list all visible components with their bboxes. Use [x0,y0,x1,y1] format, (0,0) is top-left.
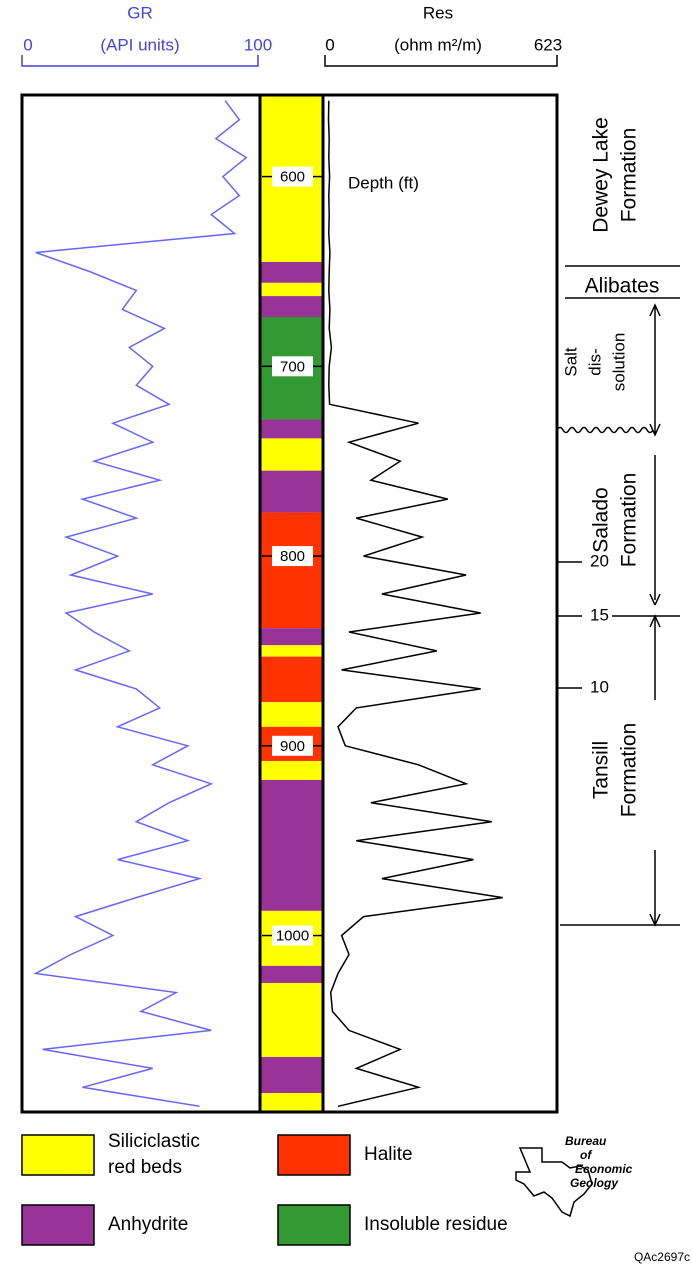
gr-max: 100 [244,35,272,54]
lithology-interval [260,1056,323,1094]
depth-tick-label: 600 [280,169,305,186]
lithology-interval [260,982,323,1057]
legend: Siliciclastic red beds Halite Anhydrite Inso… [21,1131,508,1246]
depth-scale: 600 700 800 900 1000 [262,166,323,946]
figure-id: QAc2697c [634,1250,690,1264]
legend-swatch [21,1134,95,1176]
depth-label: Depth (ft) [348,173,419,192]
res-max: 623 [534,35,562,54]
depth-label-box [272,925,313,946]
lithology-interval [260,438,323,471]
interval-arrow [649,303,661,437]
annotation: Salt [561,347,580,377]
marker-label: 10 [590,677,609,696]
res-curve [327,100,503,1108]
depth-tick-label: 1000 [276,928,309,945]
gr-title: GR [127,3,153,22]
lithology-interval [260,1093,323,1112]
formation-name: Formation [618,128,641,223]
legend-label: red beds [108,1157,182,1178]
depth-tick-label: 700 [280,358,305,375]
res-title: Res [423,3,453,22]
logo-text: Economic [575,1162,633,1176]
legend-swatch [277,1204,351,1246]
depth-label-box [272,166,313,187]
depth-tick-label: 800 [280,548,305,565]
logo-text: Bureau [565,1134,607,1148]
lithology-interval [260,282,323,297]
res-scale-bracket [324,55,558,67]
formation-name: Salado [590,487,613,552]
legend-label: Halite [364,1144,413,1165]
legend-label: Siliciclastic [108,1131,200,1152]
res-min: 0 [325,35,334,54]
logo-text: of [580,1148,592,1162]
legend-label: Anhydrite [108,1214,188,1235]
lithology-interval [260,702,323,727]
lithology-interval [260,656,323,703]
unconformity [556,426,654,434]
interval-arrow [649,593,661,927]
gr-curve [33,100,248,1108]
log-curves [33,100,503,1108]
formation-name: Dewey Lake [590,117,613,233]
lithology-interval [260,512,323,629]
depth-tick-label: 900 [280,738,305,755]
legend-swatch [21,1204,95,1246]
depth-label-box [272,546,313,567]
formation-name: Alibates [585,275,660,298]
lithology-interval [260,296,323,317]
lithology-interval [260,965,323,983]
lithology-interval [260,470,323,513]
gr-min: 0 [23,35,32,54]
lithology-interval [260,628,323,646]
annotation: solution [609,333,628,392]
lithology-interval [260,779,323,911]
marker-label: 20 [590,551,609,570]
marker-label: 15 [590,605,609,624]
formation-name: Formation [618,723,641,818]
lithology-column [260,95,323,1112]
gr-scale-bracket [21,55,259,67]
lithology-interval [260,645,323,657]
res-unit: (ohm m²/m) [394,35,482,54]
depth-label-box [272,356,313,377]
annotation: dis- [585,348,604,375]
formation-name: Formation [618,473,641,568]
legend-swatch [277,1134,351,1176]
lithology-interval [260,419,323,439]
texas-logo [515,1147,593,1218]
logo-text: Geology [570,1176,619,1190]
depth-label-box [272,735,313,756]
gr-unit: (API units) [100,35,179,54]
log-frame [20,93,559,1114]
lithology-interval [260,760,323,780]
formation-name: Tansill [590,741,613,799]
lithology-interval [260,261,323,283]
legend-label: Insoluble residue [364,1214,508,1235]
